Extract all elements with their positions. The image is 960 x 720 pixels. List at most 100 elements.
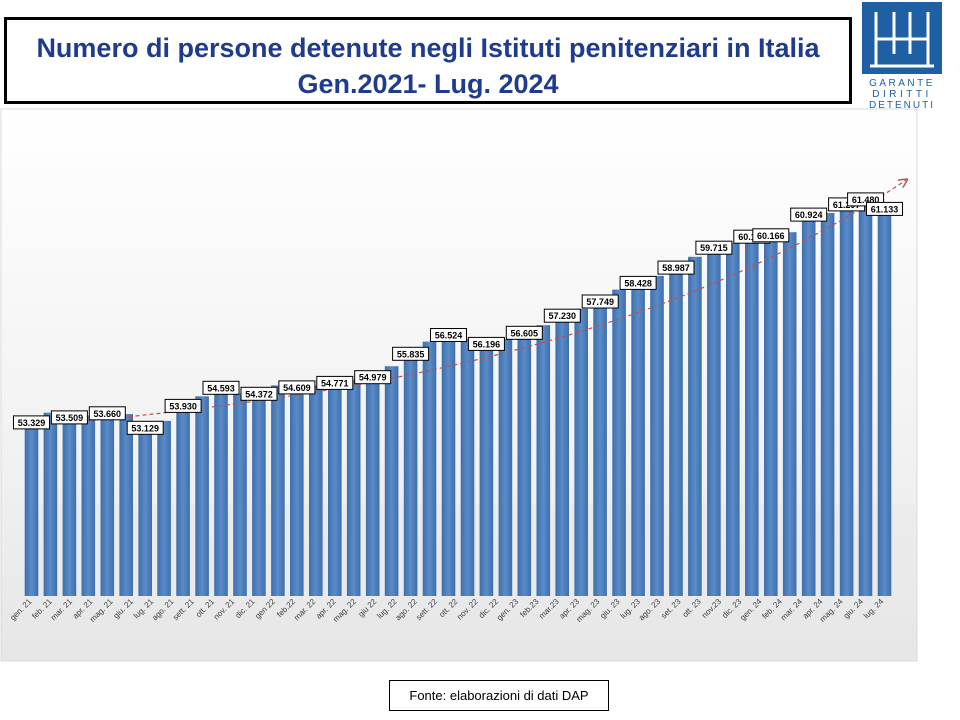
chart-title-line2: Gen.2021- Lug. 2024 xyxy=(297,69,559,99)
data-label-box xyxy=(202,380,240,395)
bar xyxy=(365,377,380,596)
data-label: 54.979 xyxy=(359,373,387,383)
data-label: 61.297 xyxy=(833,200,861,210)
data-label: 53.509 xyxy=(56,413,84,423)
bar xyxy=(100,413,115,596)
bar xyxy=(839,204,854,596)
data-label-box xyxy=(88,406,126,421)
bar xyxy=(24,422,39,596)
data-label-box xyxy=(657,260,695,275)
bar xyxy=(290,387,304,596)
data-label-box xyxy=(392,346,430,361)
data-label: 56.605 xyxy=(511,328,539,338)
data-label: 56.196 xyxy=(473,339,501,349)
bar xyxy=(233,393,247,596)
data-label-box xyxy=(695,240,733,255)
bar xyxy=(593,302,607,596)
data-label-box xyxy=(316,375,354,390)
bar xyxy=(195,396,209,596)
bar xyxy=(403,354,418,596)
bar xyxy=(498,338,513,596)
bar xyxy=(631,283,645,596)
bar xyxy=(214,388,228,596)
bar xyxy=(252,394,266,596)
data-label: 53.660 xyxy=(94,409,122,419)
bar xyxy=(707,248,721,596)
data-label: 61.480 xyxy=(852,195,880,205)
data-label: 54.593 xyxy=(207,383,235,393)
data-label-box xyxy=(240,386,278,401)
bar xyxy=(157,420,171,596)
bar xyxy=(479,344,494,596)
data-label: 56.524 xyxy=(435,331,463,341)
bar xyxy=(745,237,759,596)
bar xyxy=(726,243,740,596)
bar xyxy=(346,379,361,596)
bar xyxy=(119,414,133,596)
data-label-box xyxy=(790,207,828,222)
logo-text-line2: DIRITTI xyxy=(872,89,932,100)
bar xyxy=(328,383,342,596)
bar xyxy=(309,385,323,596)
data-label: 57.230 xyxy=(549,311,577,321)
garante-logo: GARANTE DIRITTI DETENUTI xyxy=(862,2,942,110)
bar xyxy=(384,366,399,596)
data-label: 54.609 xyxy=(283,383,311,393)
bar xyxy=(43,412,58,596)
data-label-box xyxy=(543,308,581,323)
bar xyxy=(517,333,532,596)
source-note: Fonte: elaborazioni di dati DAP xyxy=(389,680,609,711)
bar xyxy=(62,417,77,596)
bar xyxy=(460,338,475,596)
data-label: 55.835 xyxy=(397,349,425,359)
data-label: 53.129 xyxy=(131,423,159,433)
logo-text-line1: GARANTE xyxy=(869,78,935,89)
bar xyxy=(422,341,437,596)
bar xyxy=(176,406,190,596)
bar xyxy=(441,335,456,596)
data-label-box xyxy=(164,398,202,413)
title-box: Numero di persone detenute negli Istitut… xyxy=(4,17,852,104)
bar xyxy=(820,213,835,596)
bar xyxy=(612,289,626,596)
bar xyxy=(669,268,683,596)
data-label-box xyxy=(50,410,88,425)
data-label: 60.924 xyxy=(795,210,823,220)
data-label: 60.166 xyxy=(757,231,785,241)
data-label: 54.771 xyxy=(321,378,349,388)
bar xyxy=(877,209,892,596)
bar xyxy=(271,385,285,596)
data-label-box xyxy=(581,294,619,309)
data-label-box xyxy=(126,420,164,435)
data-labels-group: 53.329 53.509 53.660 53.129 53.930 54.593 54.3… xyxy=(13,192,903,435)
bar xyxy=(81,415,96,596)
data-label: 59.715 xyxy=(700,243,728,253)
data-label-box xyxy=(354,370,392,385)
data-label-box xyxy=(467,336,505,351)
data-label-box xyxy=(866,201,903,216)
bar xyxy=(782,232,797,596)
logo-text-line3: DETENUTI xyxy=(869,100,935,110)
bar-chart: 53.329 53.509 53.660 53.129 53.930 54.593 54.3… xyxy=(0,108,918,662)
bar xyxy=(688,256,702,596)
data-label-box xyxy=(505,325,543,340)
bars-group xyxy=(24,199,892,597)
bar xyxy=(138,428,152,596)
data-label: 60.116 xyxy=(738,232,765,242)
data-label-box xyxy=(13,415,50,430)
data-label-box xyxy=(430,328,467,342)
data-label: 58.987 xyxy=(662,263,690,273)
data-label: 61.133 xyxy=(871,204,899,214)
data-label: 54.372 xyxy=(245,389,273,399)
bar xyxy=(574,308,588,596)
data-label: 53.329 xyxy=(18,418,46,428)
bar xyxy=(555,316,569,596)
bar xyxy=(536,325,551,596)
chart-title-line1: Numero di persone detenute negli Istitut… xyxy=(36,33,820,63)
bar xyxy=(764,235,778,597)
data-label-box xyxy=(278,380,316,395)
bar xyxy=(858,199,873,596)
bar xyxy=(650,275,664,596)
bar xyxy=(801,215,816,596)
data-label: 57.749 xyxy=(586,297,614,307)
